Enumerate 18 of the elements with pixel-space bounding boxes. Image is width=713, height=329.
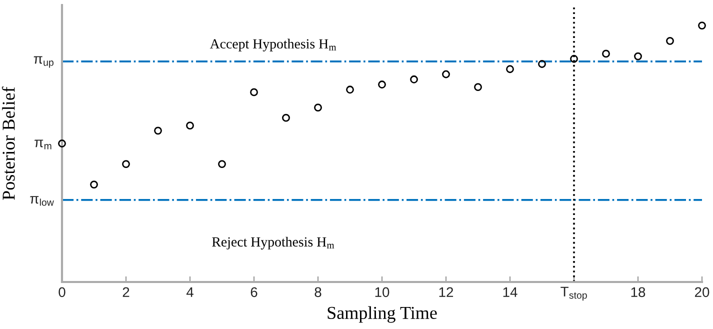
x-tick-label: 8 — [314, 287, 322, 298]
x-tick-label: 20 — [694, 287, 710, 298]
annotation: Accept Hypothesis H$_{m}$ — [210, 38, 336, 52]
ref-line-label: π$_{up}$ — [34, 56, 54, 68]
x-tick-label: 4 — [186, 287, 194, 297]
ref-line-label: π$_{low}$ — [30, 196, 54, 206]
x-tick-label: 14 — [503, 287, 518, 297]
x-tick-label: 2 — [122, 287, 130, 297]
annotation: Reject Hypothesis H$_{m}$ — [212, 236, 334, 250]
x-tick-label: T$_{stop}$ — [560, 286, 587, 301]
x-tick-label: 10 — [375, 287, 390, 298]
x-axis-title: Sampling Time — [328, 306, 437, 323]
annotation: π$_{m}$ — [34, 140, 52, 150]
x-tick-label: 0 — [58, 287, 66, 298]
y-axis-title: Posterior Belief — [2, 86, 15, 200]
x-tick-label: 12 — [439, 287, 454, 297]
x-tick-label: 18 — [631, 287, 646, 298]
x-tick-label: 6 — [250, 287, 258, 298]
